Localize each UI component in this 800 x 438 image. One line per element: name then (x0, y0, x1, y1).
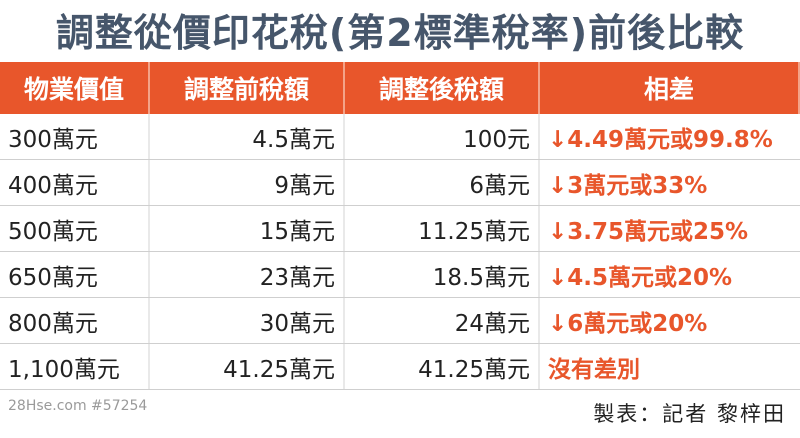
table-cell: 500萬元 (0, 206, 150, 251)
table-cell: 9萬元 (150, 160, 345, 205)
table-row: 1,100萬元 41.25萬元 41.25萬元 沒有差別 (0, 344, 800, 390)
table-cell: ↓3.75萬元或25% (548, 218, 749, 245)
table-cell: 30萬元 (150, 298, 345, 343)
table-row: 400萬元 9萬元 6萬元 ↓3萬元或33% (0, 160, 800, 206)
header-row: 物業價值 調整前稅額 調整後稅額 相差 (0, 62, 800, 114)
table-cell: 1,100萬元 (0, 344, 150, 389)
table-cell: ↓3萬元或33% (548, 172, 708, 199)
table-cell: 24萬元 (345, 298, 540, 343)
table-cell: 18.5萬元 (345, 252, 540, 297)
table-cell: 6萬元 (345, 160, 540, 205)
table-row: 500萬元 15萬元 11.25萬元 ↓3.75萬元或25% (0, 206, 800, 252)
watermark: 28Hse.com #57254 (8, 398, 148, 414)
table-row: 800萬元 30萬元 24萬元 ↓6萬元或20% (0, 298, 800, 344)
header-cell: 物業價值 (0, 62, 150, 114)
table-cell: 400萬元 (0, 160, 150, 205)
table-cell: 11.25萬元 (345, 206, 540, 251)
table-cell: ↓4.49萬元或99.8% (548, 126, 773, 153)
table-cell: ↓4.5萬元或20% (548, 264, 733, 291)
table-cell: ↓6萬元或20% (548, 310, 708, 337)
table-row: 650萬元 23萬元 18.5萬元 ↓4.5萬元或20% (0, 252, 800, 298)
comparison-table: 物業價值 調整前稅額 調整後稅額 相差 300萬元 4.5萬元 100元 ↓4.49萬元或99… (0, 62, 800, 390)
table-cell: 15萬元 (150, 206, 345, 251)
table-cell: 300萬元 (0, 114, 150, 159)
table-cell: 沒有差別 (548, 356, 640, 383)
credit: 製表：記者 黎梓田 (593, 402, 786, 426)
title: 調整從價印花稅(第2標準稅率)前後比較 (55, 11, 745, 55)
table-row: 300萬元 4.5萬元 100元 ↓4.49萬元或99.8% (0, 114, 800, 160)
header-cell: 調整前稅額 (150, 62, 345, 114)
table-cell: 650萬元 (0, 252, 150, 297)
table-cell: 41.25萬元 (150, 344, 345, 389)
table-cell: 800萬元 (0, 298, 150, 343)
table-cell: 41.25萬元 (345, 344, 540, 389)
table-cell: 100元 (345, 114, 540, 159)
header-cell: 調整後稅額 (345, 62, 540, 114)
table-cell: 4.5萬元 (150, 114, 345, 159)
header-cell: 相差 (540, 62, 800, 114)
table-cell: 23萬元 (150, 252, 345, 297)
